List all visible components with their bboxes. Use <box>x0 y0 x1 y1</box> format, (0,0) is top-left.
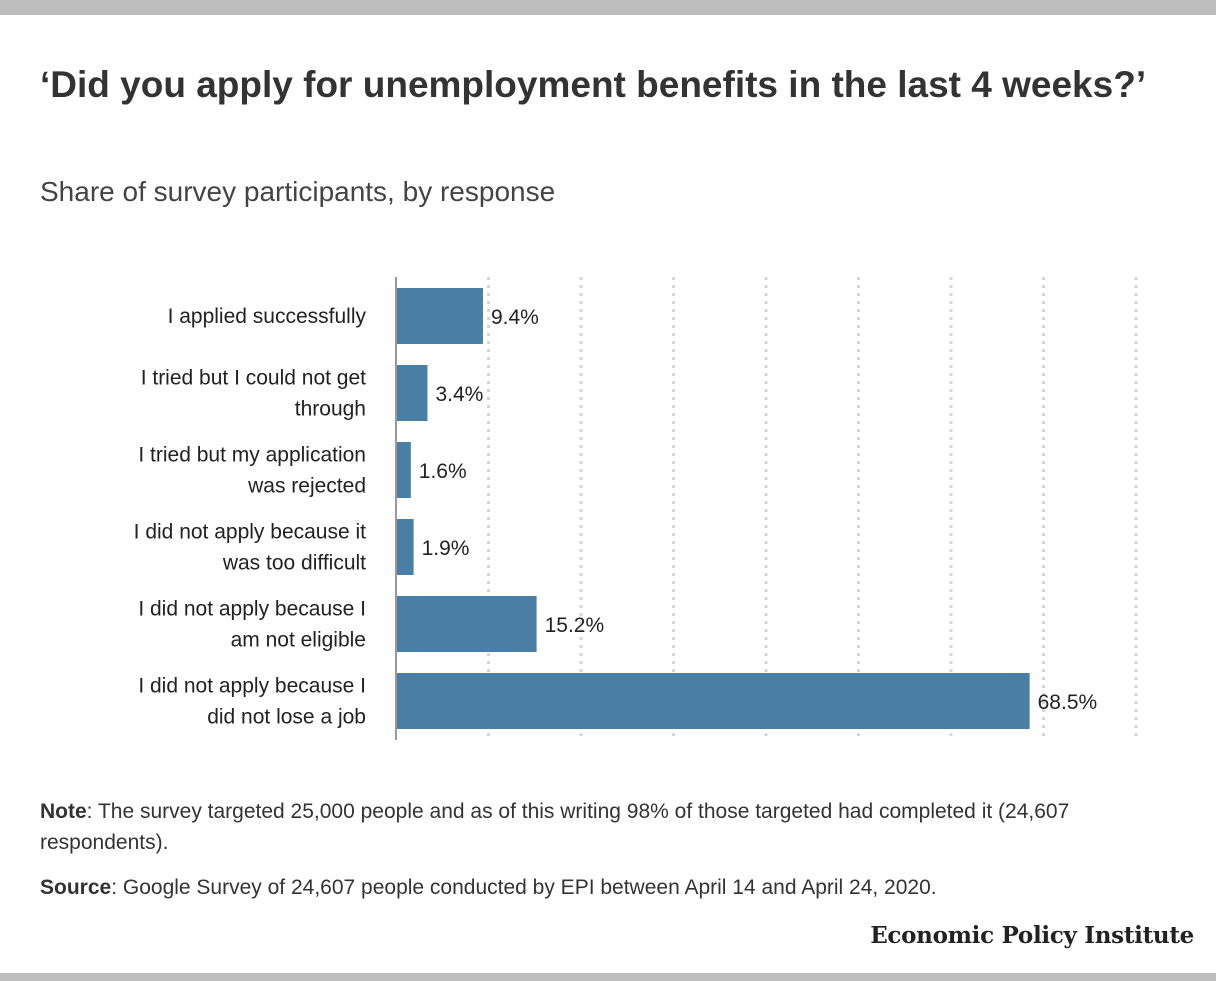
bar <box>396 519 414 575</box>
category-label: I did not apply because it was too diffic… <box>134 521 366 575</box>
category-label: I tried but my application was rejected <box>138 444 366 498</box>
note-label: Note <box>40 800 87 823</box>
value-label: 9.4% <box>491 306 539 329</box>
source-label: Source <box>40 876 112 899</box>
note-text: : The survey targeted 25,000 people and … <box>40 800 1070 854</box>
bar <box>396 288 483 344</box>
chart-subtitle: Share of survey participants, by respons… <box>40 176 556 207</box>
category-label: I applied successfully <box>168 305 367 328</box>
category-label-line: I tried but I could not get <box>141 367 366 390</box>
category-label-line: I tried but my application <box>138 444 366 467</box>
bar <box>396 673 1030 729</box>
value-label: 15.2% <box>545 614 605 637</box>
category-label-line: was rejected <box>247 475 366 498</box>
category-label-line: am not eligible <box>231 629 366 652</box>
category-label: I did not apply because I did not lose a … <box>138 675 366 729</box>
category-label-line: I did not apply because I <box>138 675 366 698</box>
category-label: I tried but I could not get through <box>141 367 366 421</box>
bottom-border <box>0 973 1216 981</box>
bar <box>396 596 537 652</box>
chart-source: Source: Google Survey of 24,607 people c… <box>40 872 1180 903</box>
category-label-line: did not lose a job <box>207 706 366 729</box>
top-border <box>0 0 1216 15</box>
category-label-line: I did not apply because it <box>134 521 366 544</box>
chart-title: ‘Did you apply for unemployment benefits… <box>40 64 1147 105</box>
brand-logo: Economic Policy Institute <box>870 922 1194 949</box>
value-label: 1.9% <box>422 537 470 560</box>
value-label: 68.5% <box>1038 691 1098 714</box>
category-label-line: was too difficult <box>222 552 366 575</box>
value-label: 3.4% <box>435 383 483 406</box>
bar <box>396 365 428 421</box>
bar <box>396 442 411 498</box>
chart-note: Note: The survey targeted 25,000 people … <box>40 796 1180 858</box>
category-label: I did not apply because I am not eligible <box>138 598 366 652</box>
source-text: : Google Survey of 24,607 people conduct… <box>111 876 937 899</box>
category-label-line: through <box>295 398 366 421</box>
category-label-line: I did not apply because I <box>138 598 366 621</box>
value-label: 1.6% <box>419 460 467 483</box>
bar-chart: 9.4% I applied successfully 3.4% I tried bu… <box>134 277 1138 740</box>
category-label-line: I applied successfully <box>168 305 367 328</box>
